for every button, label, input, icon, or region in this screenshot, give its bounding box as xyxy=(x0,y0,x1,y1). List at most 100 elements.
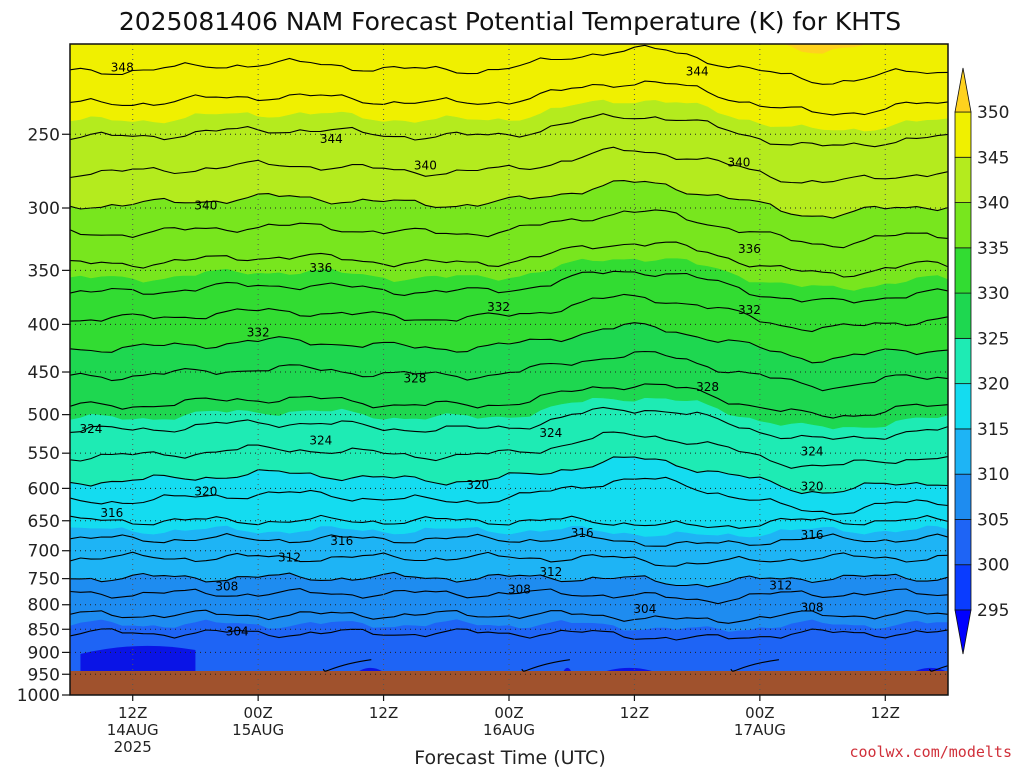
boundary-layer-contour xyxy=(929,665,948,672)
contour-label: 308 xyxy=(801,600,824,614)
chart-title: 2025081406 NAM Forecast Potential Temper… xyxy=(119,7,901,36)
isentrope-318 xyxy=(70,476,948,515)
contour-label: 336 xyxy=(309,261,332,275)
x-axis-label: Forecast Time (UTC) xyxy=(414,747,605,768)
isentrope-324 xyxy=(70,406,948,440)
colorbar-box xyxy=(954,383,972,430)
contour-labels: 348 344 344 340 340 340 336 336 332 332 332 328 328 3… xyxy=(79,61,823,639)
fill-band xyxy=(783,44,929,54)
colorbar-tick-label: 350 xyxy=(977,103,1009,123)
contour-label: 316 xyxy=(100,506,123,520)
colorbar-tick-label: 300 xyxy=(977,556,1009,576)
contour-label: 340 xyxy=(194,198,217,212)
y-tick-label: 1000 xyxy=(17,686,60,706)
isentrope-340 xyxy=(70,180,948,219)
y-tick-label: 550 xyxy=(28,444,60,464)
contour-label: 312 xyxy=(539,565,562,579)
x-tick-label: 2025 xyxy=(114,738,152,756)
y-tick-label: 300 xyxy=(28,199,60,219)
contour-label: 312 xyxy=(769,579,792,593)
isentrope-328 xyxy=(70,350,948,392)
contour-label: 320 xyxy=(466,478,489,492)
y-tick-label: 750 xyxy=(28,570,60,590)
colorbar-tick-label: 295 xyxy=(977,601,1009,621)
contour-label: 332 xyxy=(247,325,270,339)
isentrope-314 xyxy=(70,533,948,547)
contour-label: 308 xyxy=(215,580,238,594)
contour-label: 324 xyxy=(79,422,102,436)
isentrope-306 xyxy=(70,609,948,624)
x-tick-label: 12Z xyxy=(369,704,398,722)
colorbar-tick-label: 305 xyxy=(977,510,1009,530)
y-axis-ticks: 250 300 350 400 450 500 550 600 650 700 750 800 850 9… xyxy=(17,125,70,706)
x-tick-label: 00Z xyxy=(745,704,774,722)
contour-label: 324 xyxy=(309,433,332,447)
contour-label: 328 xyxy=(696,380,719,394)
x-tick-label: 12Z xyxy=(620,704,649,722)
contour-label: 332 xyxy=(487,300,510,314)
contour-label: 308 xyxy=(508,582,531,596)
colorbar-box xyxy=(954,519,972,566)
isentrope-312 xyxy=(70,551,948,567)
y-tick-label: 400 xyxy=(28,315,60,335)
contour-label: 320 xyxy=(194,485,217,499)
credit-text: coolwx.com/modelts xyxy=(849,743,1012,761)
contour-label: 316 xyxy=(801,528,824,542)
isentrope-lines xyxy=(70,44,948,672)
colorbar-box xyxy=(954,111,972,158)
contour-label: 324 xyxy=(801,445,824,459)
y-tick-label: 700 xyxy=(28,542,60,562)
isentrope-332 xyxy=(70,293,948,333)
isentrope-310 xyxy=(70,571,948,588)
isentrope-348 xyxy=(70,44,948,85)
colorbar-tick-label: 330 xyxy=(977,284,1009,304)
contour-label: 336 xyxy=(738,242,761,256)
x-tick-label: 00Z xyxy=(494,704,523,722)
x-tick-label: 15AUG xyxy=(232,721,284,739)
y-tick-label: 800 xyxy=(28,596,60,616)
contour-label: 320 xyxy=(801,479,824,493)
isentrope-336 xyxy=(70,241,948,278)
y-tick-label: 250 xyxy=(28,125,60,145)
fill-band xyxy=(70,44,948,132)
plot-area: 348 344 344 340 340 340 336 336 332 332 332 328 328 3… xyxy=(70,44,948,695)
colorbar-box xyxy=(954,156,972,203)
isentrope-342 xyxy=(70,146,948,184)
colorbar-box xyxy=(954,564,972,611)
cold-pocket xyxy=(561,667,572,676)
contour-label: 344 xyxy=(320,132,343,146)
x-tick-label: 17AUG xyxy=(734,721,786,739)
contour-label: 324 xyxy=(539,426,562,440)
contour-label: 344 xyxy=(686,64,709,78)
contour-label: 304 xyxy=(633,602,656,616)
cold-pocket xyxy=(80,645,196,671)
colorbar-tick-label: 335 xyxy=(977,239,1009,259)
colorbar-box xyxy=(954,473,972,520)
x-tick-label: 12Z xyxy=(871,704,900,722)
isentrope-320 xyxy=(70,456,948,495)
y-tick-label: 850 xyxy=(28,620,60,640)
colorbar-min-arrow xyxy=(954,609,972,655)
colorbar-box xyxy=(954,428,972,475)
cold-pocket xyxy=(906,667,948,676)
cold-pocket xyxy=(592,667,656,676)
y-tick-label: 350 xyxy=(28,261,60,281)
contour-label: 340 xyxy=(727,155,750,169)
colorbar-tick-label: 310 xyxy=(977,465,1009,485)
colorbar-tick-label: 315 xyxy=(977,420,1009,440)
y-tick-label: 650 xyxy=(28,512,60,532)
colorbar-box xyxy=(954,337,972,385)
colorbar-tick-label: 345 xyxy=(977,148,1009,168)
x-tick-label: 14AUG xyxy=(107,721,159,739)
contour-label: 304 xyxy=(226,625,249,639)
contour-label: 340 xyxy=(414,158,437,172)
contour-label: 328 xyxy=(403,371,426,385)
cold-pocket xyxy=(352,667,384,676)
y-tick-label: 450 xyxy=(28,363,60,383)
colorbar-box xyxy=(954,202,972,249)
colorbar-tick-label: 340 xyxy=(977,194,1009,214)
colorbar-max-arrow xyxy=(954,67,972,113)
x-tick-label: 12Z xyxy=(118,704,147,722)
